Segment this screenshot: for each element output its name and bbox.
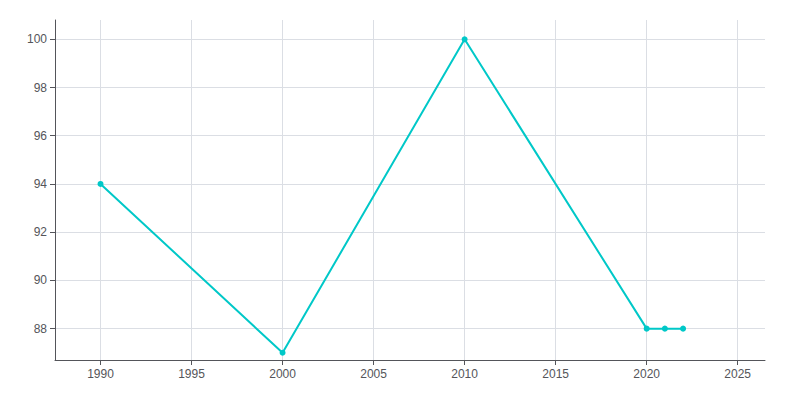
svg-text:88: 88 (34, 322, 48, 336)
svg-text:1995: 1995 (178, 367, 205, 381)
svg-text:2015: 2015 (542, 367, 569, 381)
svg-text:2020: 2020 (633, 367, 660, 381)
svg-text:94: 94 (34, 177, 48, 191)
svg-text:2000: 2000 (269, 367, 296, 381)
svg-text:2025: 2025 (724, 367, 751, 381)
svg-text:90: 90 (34, 273, 48, 287)
svg-text:98: 98 (34, 81, 48, 95)
svg-text:2010: 2010 (451, 367, 478, 381)
svg-text:100: 100 (27, 32, 47, 46)
svg-text:92: 92 (34, 225, 48, 239)
svg-text:1990: 1990 (87, 367, 114, 381)
svg-text:2005: 2005 (360, 367, 387, 381)
svg-text:96: 96 (34, 129, 48, 143)
